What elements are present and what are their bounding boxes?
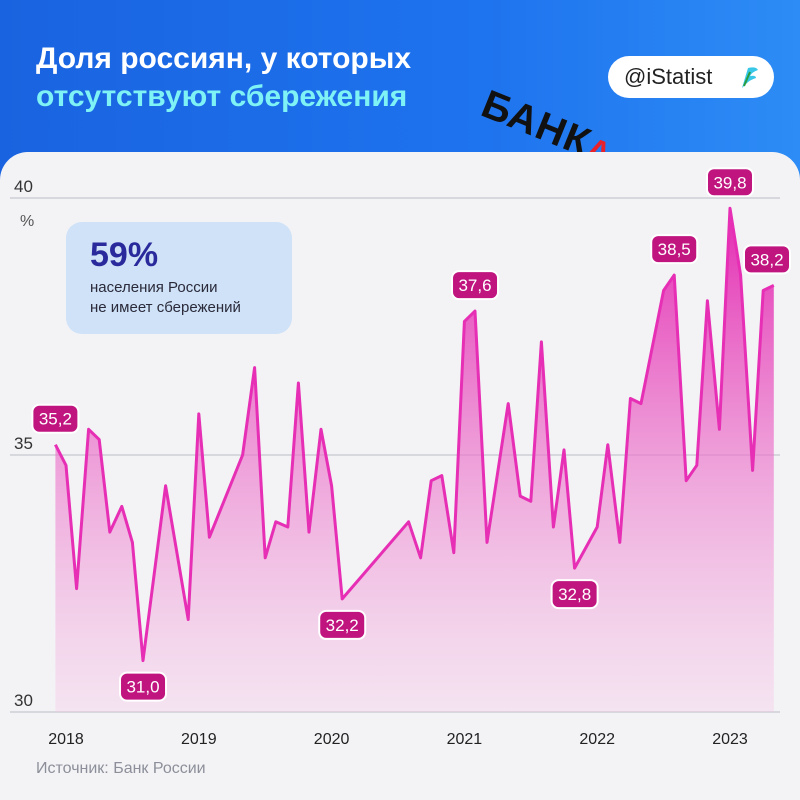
data-label: 32,2 (326, 616, 359, 635)
data-label-box (451, 270, 500, 301)
info-value: 59% (90, 236, 159, 274)
feather-icon (742, 67, 758, 88)
data-label: 32,8 (558, 585, 591, 604)
data-label: 31,0 (126, 678, 159, 697)
x-tick-label: 2019 (181, 731, 217, 748)
data-label: 39,8 (713, 173, 746, 192)
data-label: 38,2 (750, 250, 783, 269)
y-tick-label: 30 (14, 691, 33, 710)
data-label-box (650, 234, 699, 265)
y-tick-label: 40 (14, 177, 33, 196)
x-tick-label: 2021 (447, 731, 483, 748)
x-tick-label: 2022 (579, 731, 615, 748)
data-label-box (550, 579, 599, 610)
page-title-line1: Доля россиян, у которых (36, 42, 412, 75)
series-line (54, 206, 775, 663)
data-label-box (318, 609, 367, 640)
data-label-box (119, 671, 168, 702)
data-label: 35,2 (39, 410, 72, 429)
data-label-box (743, 244, 791, 275)
x-tick-label: 2020 (314, 731, 350, 748)
data-label: 37,6 (458, 276, 491, 295)
x-tick-label: 2018 (48, 731, 84, 748)
brand-badge[interactable]: @iStatist (608, 56, 774, 98)
y-axis-unit: % (20, 213, 34, 230)
data-label-box (706, 167, 754, 198)
page-title-line2: отсутствуют сбережения (36, 80, 408, 113)
info-box: 59% населения России не имеет сбережений (66, 222, 292, 334)
y-tick-label: 35 (14, 434, 33, 453)
data-label-box (31, 403, 80, 434)
info-text-line1: населения России (90, 279, 218, 296)
x-tick-label: 2023 (712, 731, 748, 748)
info-text-line2: не имеет сбережений (90, 299, 241, 316)
brand-badge-label: @iStatist (624, 64, 713, 89)
source-note: Источник: Банк России (36, 760, 206, 777)
data-label: 38,5 (658, 240, 691, 259)
